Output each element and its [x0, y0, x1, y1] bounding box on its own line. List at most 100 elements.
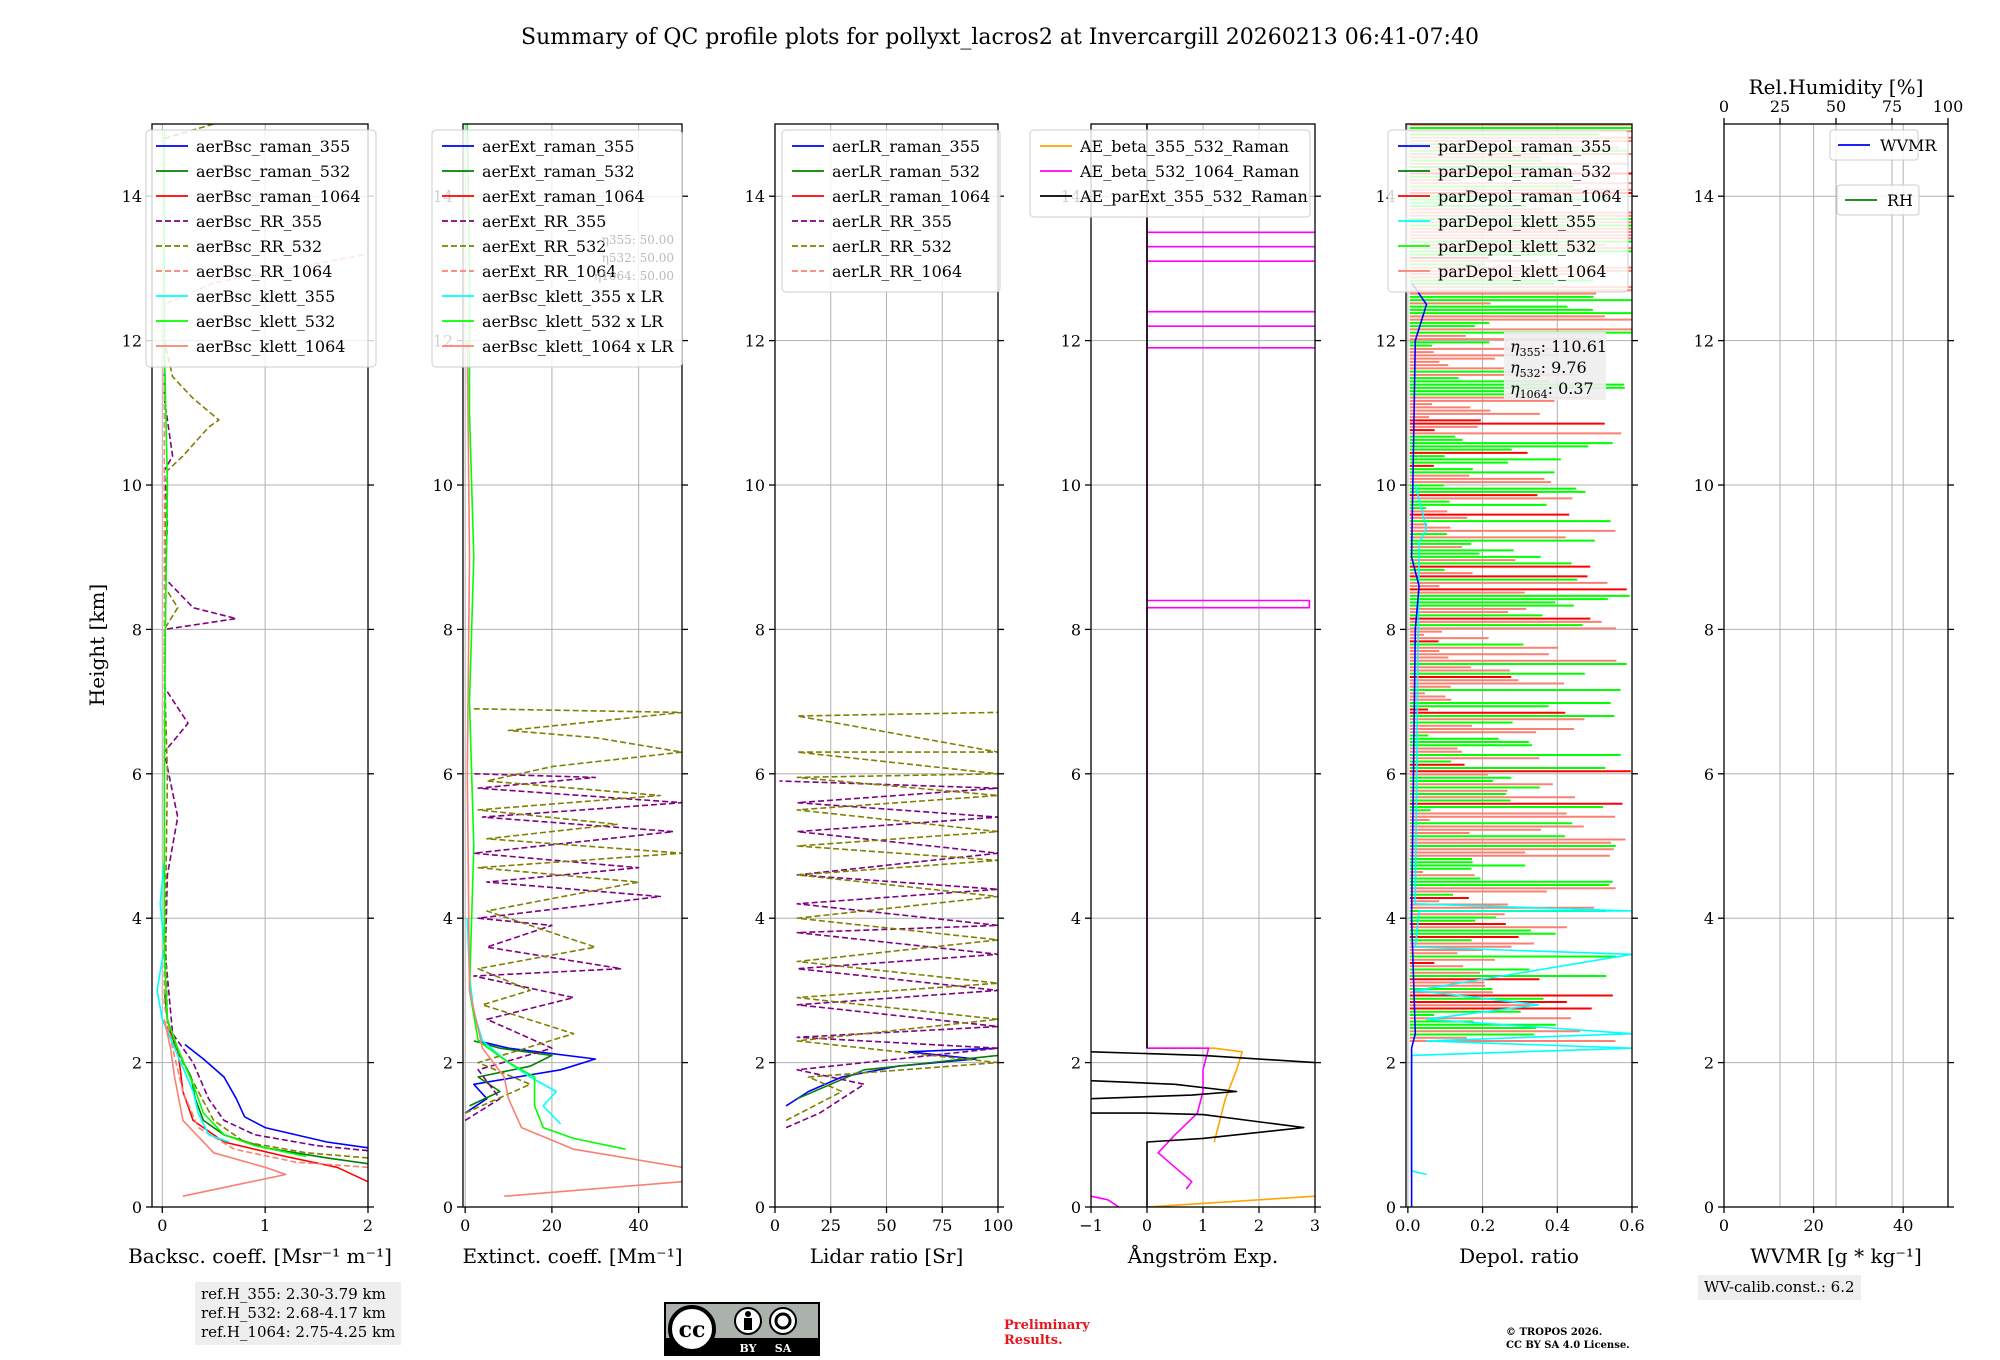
series-aerlr-rr-355: [779, 780, 998, 1129]
legend-label: aerBsc_raman_355: [196, 137, 350, 156]
legend-label: aerLR_RR_532: [832, 237, 952, 256]
series-aerbsc-klett-1064-x-lr-b: [466, 340, 682, 1169]
y-tick-label: 6: [1071, 765, 1081, 784]
eta-value: η1064: 0.37: [1510, 379, 1594, 401]
x-tick-label: 0: [157, 1216, 167, 1235]
panel-ext: 0204002468101214Extinct. coeff. [Mm⁻¹]ae…: [431, 123, 688, 1268]
eta-value: η532: 9.76: [1510, 358, 1587, 380]
x2-tick-label: 25: [1770, 97, 1790, 116]
svg-text:cc: cc: [679, 1317, 706, 1343]
series-aerbsc-rr-532: [163, 124, 368, 1159]
x-tick-label: 0: [1719, 1216, 1729, 1235]
legend-bsc: aerBsc_raman_355 aerBsc_raman_532 aerBsc_r…: [145, 129, 377, 368]
preliminary-results-note: Preliminary Results.: [1004, 1318, 1090, 1348]
y-tick-label: 14: [1694, 187, 1714, 206]
x2-tick-label: 100: [1933, 97, 1964, 116]
figure-title: Summary of QC profile plots for pollyxt_…: [521, 25, 1479, 50]
y-tick-label: 10: [1376, 476, 1396, 495]
legend-lr: aerLR_raman_355 aerLR_raman_532 aerLR_rama…: [781, 129, 1001, 293]
plot-area-lr: [775, 124, 998, 1207]
y-tick-label: 2: [443, 1054, 453, 1073]
y-tick-label: 8: [1386, 620, 1396, 639]
legend-label: parDepol_raman_1064: [1438, 187, 1622, 206]
series-ae-beta-355-532-raman-b: [1147, 1047, 1243, 1143]
axes-frame-depol: [1405, 123, 1633, 1208]
x-tick-label: 2: [363, 1216, 373, 1235]
series-aerext-raman-532: [469, 1040, 553, 1107]
y-tick-label: 14: [122, 187, 142, 206]
legend-label: RH: [1887, 191, 1913, 210]
legend-box: [1029, 129, 1311, 218]
share-alike-icon: [769, 1307, 797, 1335]
y-tick-label: 0: [1704, 1198, 1714, 1217]
lr-note: η532: 50.00: [602, 251, 674, 265]
series-aerlr-raman-532: [796, 1054, 998, 1100]
x-axis-label-wv: WVMR [g * kg⁻¹]: [1750, 1244, 1922, 1268]
y-tick-label: 8: [443, 620, 453, 639]
series-aerext-rr-355: [464, 773, 682, 1122]
legend-label: parDepol_raman_532: [1438, 162, 1611, 181]
y-tick-label: 4: [1704, 909, 1714, 928]
plot-area-bsc: [152, 124, 368, 1207]
rh-axis-label: Rel.Humidity [%]: [1749, 75, 1924, 99]
y-tick-label: 0: [132, 1198, 142, 1217]
legend-label: aerLR_RR_1064: [832, 262, 962, 281]
legend-label: aerLR_raman_1064: [832, 187, 990, 206]
series-aerbsc-klett-532: [163, 131, 307, 1158]
legend-label: aerExt_raman_1064: [482, 187, 645, 206]
x-tick-label: 50: [876, 1216, 896, 1235]
legend-label: parDepol_klett_355: [1438, 212, 1596, 231]
y-tick-label: 0: [1386, 1198, 1396, 1217]
legend-label: parDepol_raman_355: [1438, 137, 1611, 156]
legend-label: WVMR: [1880, 136, 1937, 155]
legend-label: aerBsc_klett_355: [196, 287, 335, 306]
legend-label: aerBsc_klett_1064: [196, 337, 345, 356]
legend-label: aerBsc_raman_532: [196, 162, 350, 181]
copyright-line-2: CC BY SA 4.0 License.: [1506, 1340, 1630, 1351]
legend-label: AE_parExt_355_532_Raman: [1079, 187, 1308, 206]
y-tick-label: 6: [132, 765, 142, 784]
lr-note: η355: 50.00: [602, 233, 674, 247]
series-aerbsc-raman-532: [163, 990, 368, 1165]
y-tick-label: 8: [132, 620, 142, 639]
legend-label: aerExt_RR_1064: [482, 262, 617, 281]
plot-area-ae: [1091, 124, 1315, 1207]
legend-label: aerExt_raman_532: [482, 162, 635, 181]
y-tick-label: 12: [122, 332, 142, 351]
axes-frame-bsc: [151, 123, 369, 1208]
reference-heights-box: ref.H_355: 2.30-3.79 km ref.H_532: 2.68-…: [195, 1282, 402, 1345]
legend-box: [1387, 129, 1629, 293]
x-tick-label: 40: [628, 1216, 648, 1235]
x-tick-label: 1: [1198, 1216, 1208, 1235]
x-tick-label: 1: [260, 1216, 270, 1235]
series-ae-parext-355-532-raman-c: [1091, 1051, 1315, 1064]
y-tick-label: 10: [433, 476, 453, 495]
x-axis-label-ae: Ångström Exp.: [1127, 1243, 1278, 1268]
series-aerbsc-raman-355: [184, 1043, 368, 1149]
legend-label: aerExt_RR_532: [482, 237, 606, 256]
series-aerext-raman-355: [464, 1040, 597, 1114]
x-tick-label: 0.4: [1545, 1216, 1570, 1235]
x-tick-label: 40: [1893, 1216, 1913, 1235]
legend-label: aerExt_raman_355: [482, 137, 635, 156]
legend-label: parDepol_klett_1064: [1438, 262, 1607, 281]
x2-tick-label: 0: [1719, 97, 1729, 116]
height-axis-label: Height [km]: [85, 584, 109, 706]
x-tick-label: 2: [1254, 1216, 1264, 1235]
y-tick-label: 6: [1704, 765, 1714, 784]
x-axis-label-lr: Lidar ratio [Sr]: [810, 1244, 964, 1268]
series-pardepol-klett-355: [1410, 484, 1632, 1176]
y-tick-label: 4: [132, 909, 142, 928]
legend-ae: AE_beta_355_532_Raman AE_beta_532_1064_Ra…: [1029, 129, 1311, 218]
panel-lr: 0 25 50 75 100 0 2 4 6 8 10 12 14 Lidar ratio [Sr] aer…: [745, 123, 1014, 1268]
wv-calib-constant: WV-calib.const.: 6.2: [1704, 1278, 1855, 1296]
y-tick-label: 0: [443, 1198, 453, 1217]
legend-box: [1829, 129, 1919, 161]
y-tick-label: 12: [1376, 332, 1396, 351]
x-tick-label: 75: [932, 1216, 952, 1235]
x-tick-label: 100: [983, 1216, 1014, 1235]
y-tick-label: 6: [443, 765, 453, 784]
x-tick-label: 0.0: [1395, 1216, 1420, 1235]
